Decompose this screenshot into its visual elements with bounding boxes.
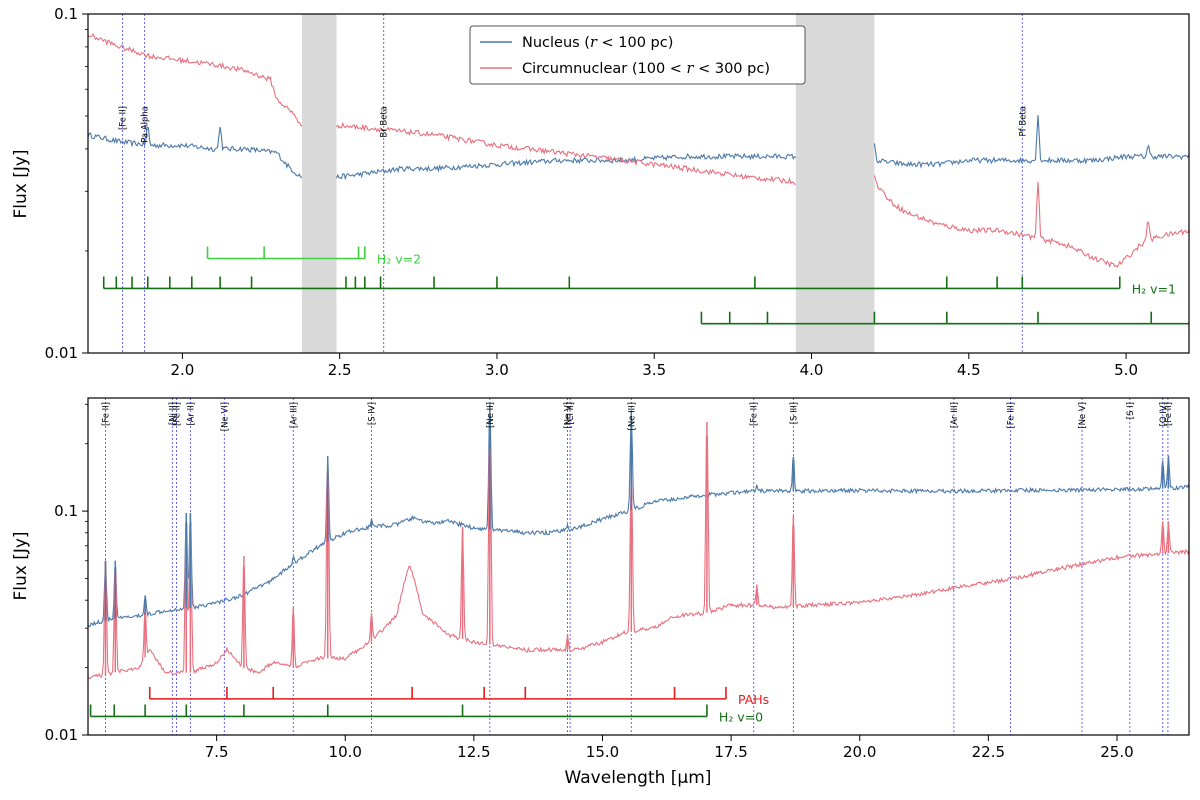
top-gap-region [795,14,875,353]
top-line-marker-label: Pa Alpha [141,106,151,143]
top-series-circum [336,121,796,185]
top-x-tick-label: 2.5 [328,361,352,379]
top-x-tick-label: 4.0 [800,361,824,379]
bottom-line-marker-label: [S I] [1126,402,1136,419]
bottom-y-tick-label: 0.01 [45,726,78,744]
top-ladder-label: H₂ v=2 [377,252,421,267]
bottom-line-marker-label: [Ne II] [486,402,496,428]
top-series-nucleus [88,126,302,178]
bottom-x-tick-label: 12.5 [457,743,490,761]
top-x-tick-label: 4.5 [957,361,981,379]
top-y-axis-label: Flux [Jy] [11,149,31,218]
bottom-series-nucleus [88,411,1189,627]
bottom-y-axis-label: Flux [Jy] [11,531,31,600]
top-series-nucleus [335,152,797,181]
top-line-marker-label: Br Beta [380,106,390,138]
bottom-line-marker-label: [Ne VI] [220,402,230,431]
bottom-x-tick-label: 22.5 [972,743,1005,761]
bottom-ladder-label: PAHs [738,692,769,707]
bottom-line-marker-label: [Ne III] [627,402,637,430]
top-axes-frame [87,13,1190,354]
bottom-line-marker-label: [Ni II] [168,402,178,425]
top-series-circum [873,175,1189,269]
top-y-tick-label: 0.1 [54,5,78,23]
bottom-y-tick-label: 0.1 [54,502,78,520]
bottom-series-circum [88,435,1189,680]
top-panel: [Fe II] Pa Alpha Br Beta Pf Beta H₂ v=2 H₂ v=… [11,5,1190,379]
bottom-x-tick-label: 17.5 [714,743,747,761]
bottom-x-tick-label: 20.0 [843,743,876,761]
bottom-x-tick-label: 15.0 [586,743,619,761]
bottom-x-tick-label: 7.5 [205,743,229,761]
bottom-line-marker-label: [Ne V] [564,402,574,429]
top-series-circum [88,32,303,127]
bottom-line-marker-label: [Cl II] [566,402,576,425]
bottom-x-axis-label: Wavelength [μm] [565,768,712,788]
top-x-tick-label: 3.0 [485,361,509,379]
bottom-line-marker-label: [Fe II] [750,402,760,426]
legend-circum-label: Circumnuclear (100 < r < 300 pc) [522,61,770,77]
bottom-line-marker-label: [S III] [789,402,799,424]
bottom-line-marker-label: [Ar III] [289,402,299,428]
top-series-nucleus [873,114,1189,169]
bottom-line-marker-label: [Fe II] [101,402,111,426]
legend: Nucleus (r < 100 pc) Circumnuclear (100 … [469,25,806,85]
bottom-line-marker-label: [Ne V] [1078,402,1088,429]
bottom-line-marker-label: [Fe II] [1164,402,1174,426]
bottom-line-marker-label: [Ar III] [950,402,960,428]
bottom-line-marker-label: [Fe III] [1006,402,1016,429]
legend-box [469,25,806,85]
bottom-x-tick-label: 25.0 [1100,743,1133,761]
bottom-x-tick-label: 10.0 [329,743,362,761]
bottom-line-marker-label: [O IV] [1159,402,1169,426]
bottom-line-marker-label: [Fe II] [172,402,182,426]
bottom-line-marker-label: [Ar II] [186,402,196,426]
bottom-line-marker-label: [S IV] [367,402,377,425]
bottom-axes-frame [87,397,1190,736]
top-gap-region [301,14,337,353]
top-ladder-label: H₂ v=1 [1132,281,1176,296]
legend-nucleus-label: Nucleus (r < 100 pc) [522,35,673,51]
top-y-tick-label: 0.01 [45,344,78,362]
top-line-marker-label: [Fe II] [119,106,129,130]
bottom-ladder-label: H₂ v=0 [719,709,763,724]
top-x-tick-label: 5.0 [1114,361,1138,379]
top-x-tick-label: 3.5 [642,361,666,379]
top-x-tick-label: 2.0 [170,361,194,379]
bottom-panel: [Fe II] [Ni II][Fe II] [Ar II] [Ne VI] [Ar I… [11,397,1190,788]
top-line-marker-label: Pf Beta [1018,106,1028,136]
